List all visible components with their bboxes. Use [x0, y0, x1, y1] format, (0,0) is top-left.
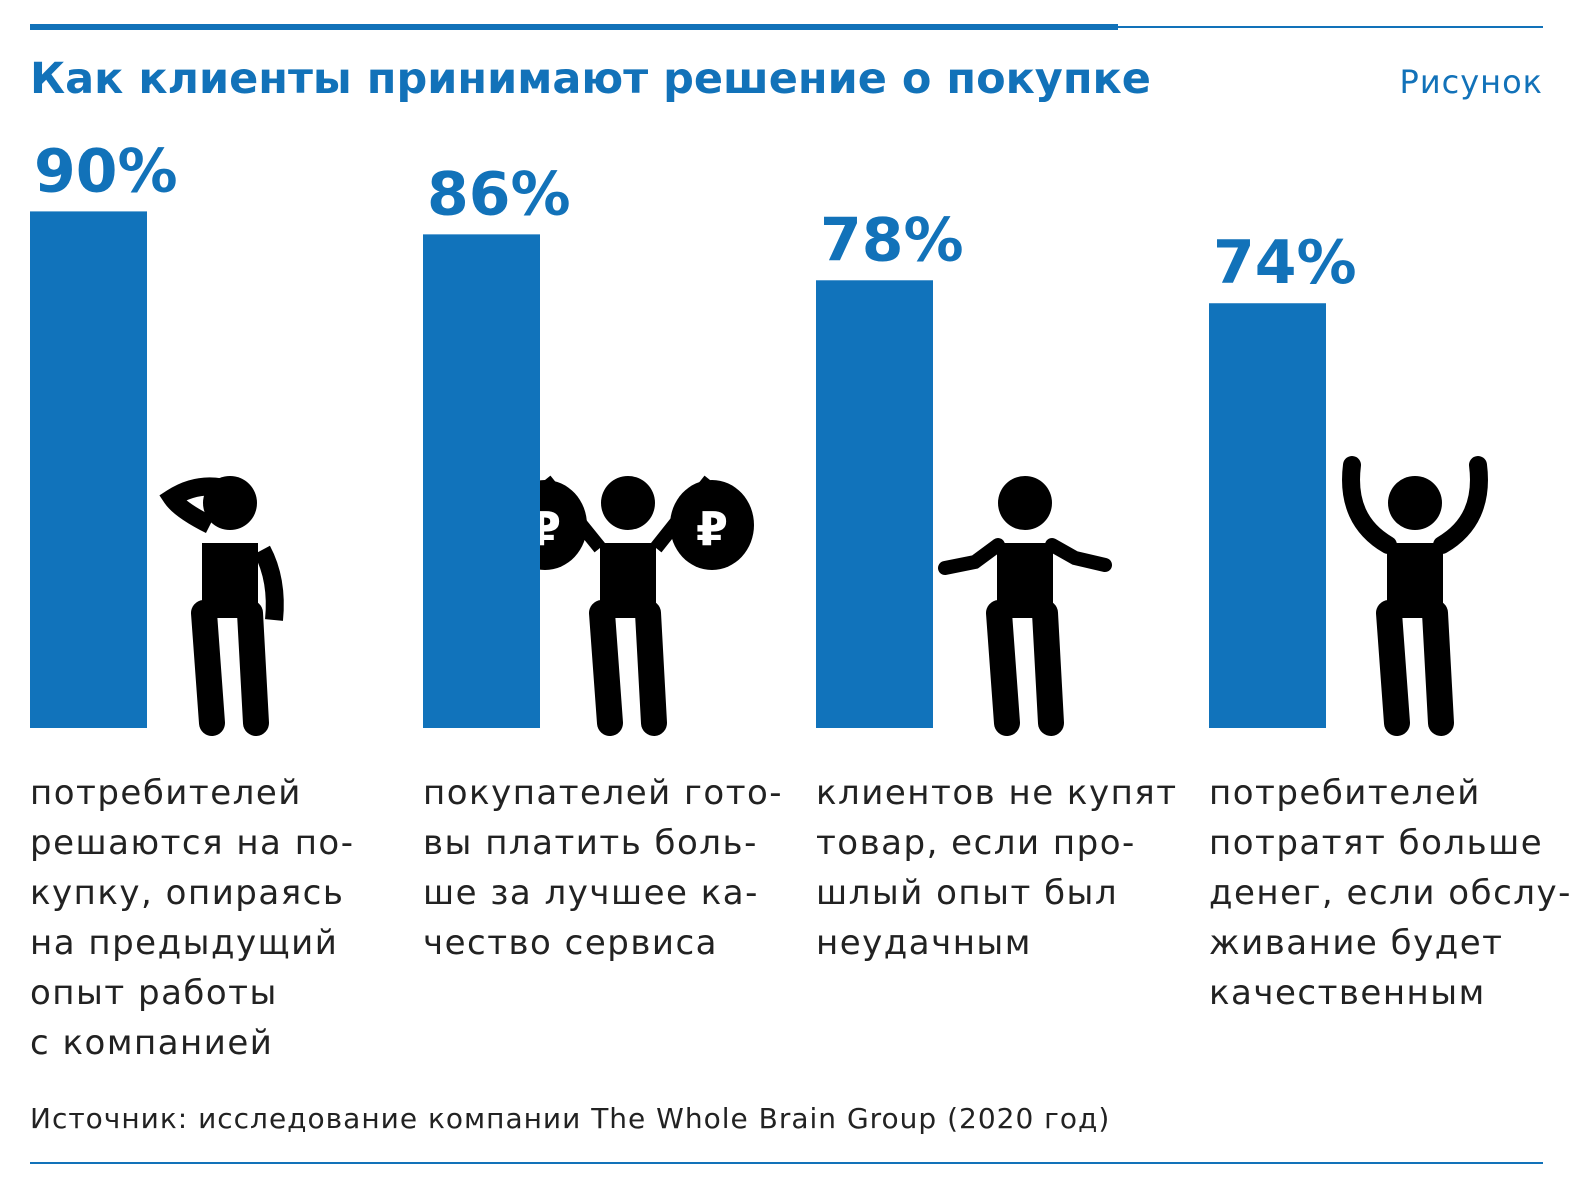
description-line: потратят больше [1209, 823, 1543, 863]
description-line: купку, опираясь [30, 873, 344, 913]
description-line: потребителей [1209, 773, 1481, 813]
svg-text:₽: ₽ [696, 502, 728, 556]
value-label: 90% [34, 136, 178, 206]
description-line: чество сервиса [423, 923, 718, 963]
bottom-rule [30, 1162, 1543, 1164]
description-line: опыт работы [30, 973, 278, 1013]
bar [1209, 303, 1326, 728]
description-line: с компанией [30, 1023, 273, 1063]
description-line: покупателей гото- [423, 773, 783, 813]
description-line: качественным [1209, 973, 1486, 1013]
bar [423, 234, 540, 729]
figure-label: Рисунок [1400, 63, 1543, 101]
description-line: денег, если обслу- [1209, 873, 1572, 913]
description-line: клиентов не купят [816, 773, 1178, 813]
description-line: неудачным [816, 923, 1032, 963]
value-label: 74% [1213, 228, 1357, 298]
description-line: на предыдущий [30, 923, 338, 963]
chart-title: Как клиенты принимают решение о покупке [30, 54, 1151, 104]
bar [816, 280, 933, 728]
description-line: товар, если про- [816, 823, 1136, 863]
description-line: ше за лучшее ка- [423, 873, 759, 913]
value-label: 86% [427, 159, 571, 229]
value-label: 78% [820, 205, 964, 275]
bar [30, 211, 147, 728]
description-line: живание будет [1209, 923, 1503, 963]
description-line: потребителей [30, 773, 302, 813]
top-rule [30, 24, 1118, 30]
description-line: решаются на по- [30, 823, 355, 863]
source: Источник: исследование компании The Whol… [30, 1102, 1110, 1135]
description-line: вы платить боль- [423, 823, 758, 863]
top-rule-thin [1118, 26, 1543, 28]
description-line: шлый опыт был [816, 873, 1118, 913]
